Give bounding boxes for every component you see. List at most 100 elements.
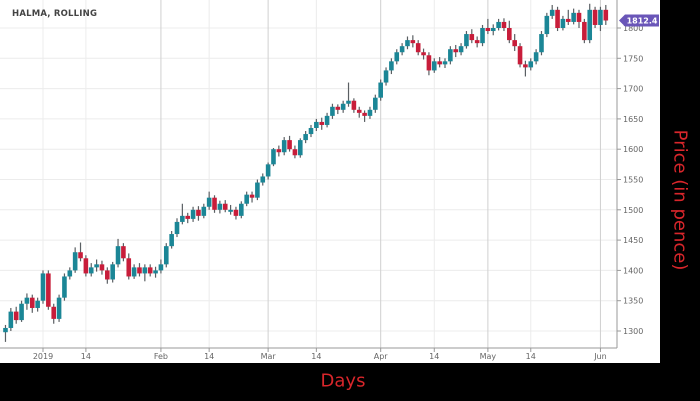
candle-body [437, 61, 442, 65]
candle [13, 306, 19, 324]
candle-body [281, 140, 287, 153]
candle-body [378, 82, 383, 98]
candle [517, 43, 523, 68]
candle-body [110, 264, 115, 280]
y-tick-label: 1300 [623, 327, 643, 336]
x-tick-label: Feb [154, 352, 168, 361]
x-tick-label: 2019 [33, 352, 53, 361]
candle [276, 145, 282, 157]
candle [185, 212, 191, 224]
candle [99, 260, 105, 275]
last-price-badge: 1812.4 [619, 14, 659, 27]
candle-body [587, 9, 593, 41]
candle-body [276, 149, 282, 153]
candles [3, 3, 609, 342]
candle [212, 195, 217, 213]
candle [555, 6, 560, 32]
candle [603, 4, 609, 25]
candle [147, 264, 153, 277]
candle-body [458, 46, 464, 53]
candle [405, 36, 410, 50]
candle [389, 58, 394, 75]
candle-body [265, 164, 271, 177]
candle [228, 204, 233, 215]
candle-body [13, 311, 19, 321]
candle [394, 49, 400, 65]
candle [383, 67, 389, 86]
candle [464, 31, 469, 49]
candle [507, 20, 512, 44]
y-tick-label: 1700 [623, 85, 643, 94]
candle [110, 261, 115, 283]
candle-body [319, 121, 325, 125]
candle [105, 267, 110, 284]
y-tick-label: 1400 [623, 266, 643, 275]
candle-body [517, 46, 523, 65]
y-tick-label: 1600 [623, 145, 643, 154]
candle [292, 145, 298, 159]
candle [255, 179, 260, 201]
candle-body [62, 276, 67, 298]
candle [421, 48, 426, 60]
candle [239, 201, 244, 219]
candle [303, 131, 308, 144]
candle [549, 4, 555, 19]
candle-body [340, 103, 346, 110]
candle [244, 191, 249, 207]
candle [496, 18, 501, 31]
candle-body [330, 106, 335, 116]
x-axis-title: Days [320, 370, 366, 392]
candle-body [29, 297, 35, 308]
candle [453, 44, 459, 58]
candle [94, 259, 99, 272]
candle [222, 200, 228, 213]
candle-body [244, 194, 249, 204]
candle [330, 103, 335, 119]
candle [346, 82, 351, 107]
candle-body [142, 267, 148, 274]
candle-body [544, 15, 550, 35]
y-tick-label: 1450 [623, 236, 643, 245]
candle-body [426, 55, 432, 71]
candle [78, 242, 83, 262]
candle-body [67, 270, 73, 277]
candle [335, 104, 341, 115]
candle [351, 98, 357, 113]
candle [533, 49, 539, 65]
x-tick-label: May [480, 352, 497, 361]
candle [297, 138, 303, 158]
candle [415, 40, 421, 56]
candle-body [35, 300, 40, 308]
candle [115, 238, 121, 268]
candle-body [528, 61, 534, 68]
candle-body [549, 9, 555, 16]
candle [367, 106, 373, 119]
candlestick-chart: 1300 1350 1400 1450 1500 1550 1600 1650 1700 1750… [0, 0, 659, 361]
candle [576, 9, 582, 28]
candle [474, 36, 480, 48]
candle-body [576, 12, 582, 22]
candle-body [469, 34, 475, 41]
y-tick-label: 1800 [623, 24, 643, 33]
candle [56, 294, 62, 322]
candle [512, 34, 517, 52]
candle-body [571, 12, 576, 22]
candle-body [399, 46, 405, 53]
candle [324, 112, 330, 128]
candle-body [598, 9, 603, 25]
candle-body [512, 40, 517, 47]
candle [67, 267, 73, 280]
candle-body [46, 273, 51, 307]
candle-body [603, 9, 609, 21]
last-price-label: 1812.4 [627, 16, 658, 25]
y-tick-label: 1350 [623, 297, 643, 306]
candle-body [196, 209, 201, 216]
candle [523, 60, 528, 77]
candle [308, 124, 314, 138]
candle-body [314, 121, 319, 128]
candle-body [431, 61, 437, 71]
candle [83, 255, 89, 277]
candle-body [324, 115, 330, 125]
candle [174, 218, 180, 238]
candle [72, 247, 78, 273]
